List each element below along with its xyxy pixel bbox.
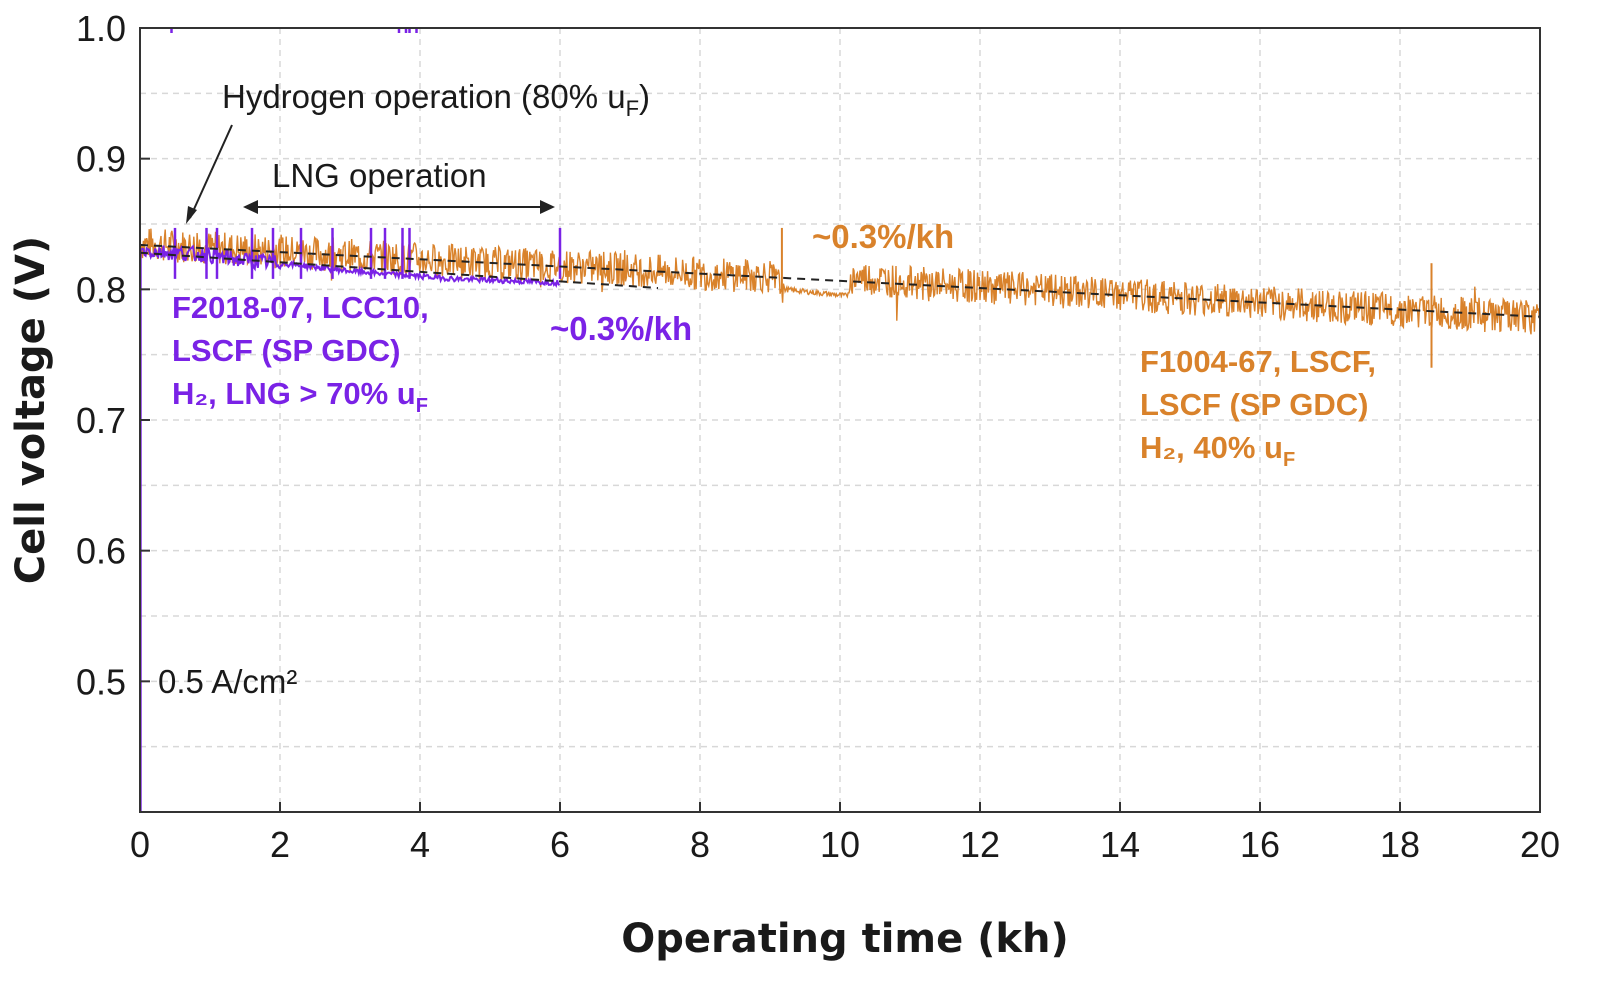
hydrogen-close: ) bbox=[639, 78, 650, 115]
series-label-line: H₂, 40% uF bbox=[1140, 430, 1295, 471]
x-tick-label: 12 bbox=[960, 824, 1000, 865]
hydrogen-sub: F bbox=[626, 96, 639, 121]
lng-annotation: LNG operation bbox=[272, 157, 487, 194]
x-tick-label: 2 bbox=[270, 824, 290, 865]
x-tick-label: 18 bbox=[1380, 824, 1420, 865]
series-line-purple bbox=[139, 244, 561, 812]
orange-series-label: F1004-67, LSCF, LSCF (SP GDC) H₂, 40% uF bbox=[1140, 344, 1376, 471]
series-label-line: F1004-67, LSCF, bbox=[1140, 344, 1376, 379]
label-subscript: F bbox=[416, 395, 428, 417]
series-label-line: LSCF (SP GDC) bbox=[172, 333, 401, 368]
series-label-line: H₂, LNG > 70% uF bbox=[172, 376, 428, 417]
label-text: H₂, 40% u bbox=[1140, 430, 1283, 465]
y-tick-label: 0.8 bbox=[76, 269, 126, 310]
x-tick-label: 20 bbox=[1520, 824, 1560, 865]
series-line-orange bbox=[139, 228, 1541, 335]
hydrogen-arrow-head bbox=[186, 206, 197, 224]
label-text: H₂, LNG > 70% u bbox=[172, 376, 416, 411]
x-tick-label: 6 bbox=[550, 824, 570, 865]
trendline bbox=[139, 243, 1541, 318]
y-tick-label: 0.6 bbox=[76, 531, 126, 572]
hydrogen-annotation: Hydrogen operation (80% uF) bbox=[222, 78, 650, 121]
x-tick-label: 0 bbox=[130, 824, 150, 865]
hydrogen-arrow bbox=[189, 124, 233, 219]
trendline bbox=[139, 251, 659, 290]
ticks: 0 2 4 6 8 10 12 14 16 18 20 0.5 0.6 0.7 0.8 0.9 1.0 bbox=[76, 8, 1560, 865]
x-tick-label: 14 bbox=[1100, 824, 1140, 865]
purple-series-label: F2018-07, LCC10, LSCF (SP GDC) H₂, LNG > 7… bbox=[172, 290, 429, 417]
y-tick-label: 0.5 bbox=[76, 661, 126, 702]
hydrogen-text: Hydrogen operation (80% u bbox=[222, 78, 626, 115]
y-tick-label: 0.7 bbox=[76, 400, 126, 441]
x-tick-label: 10 bbox=[820, 824, 860, 865]
x-axis-title: Operating time (kh) bbox=[621, 916, 1069, 962]
lng-arrow-left-head bbox=[243, 200, 258, 214]
rate-label-orange: ~0.3%/kh bbox=[812, 218, 954, 255]
series-label-line: F2018-07, LCC10, bbox=[172, 290, 429, 325]
x-tick-label: 4 bbox=[410, 824, 430, 865]
rate-label-purple: ~0.3%/kh bbox=[550, 310, 692, 347]
series-label-line: LSCF (SP GDC) bbox=[1140, 387, 1369, 422]
x-tick-label: 8 bbox=[690, 824, 710, 865]
y-axis-title: Cell voltage (V) bbox=[8, 236, 54, 584]
y-tick-label: 0.9 bbox=[76, 139, 126, 180]
lng-arrow-right-head bbox=[540, 200, 555, 214]
label-subscript: F bbox=[1283, 449, 1295, 471]
series-layer bbox=[139, 28, 1541, 812]
current-density-label: 0.5 A/cm² bbox=[158, 663, 297, 700]
grid bbox=[140, 28, 1540, 812]
trend-layer bbox=[139, 243, 1541, 318]
x-tick-label: 16 bbox=[1240, 824, 1280, 865]
y-tick-label: 1.0 bbox=[76, 8, 126, 49]
